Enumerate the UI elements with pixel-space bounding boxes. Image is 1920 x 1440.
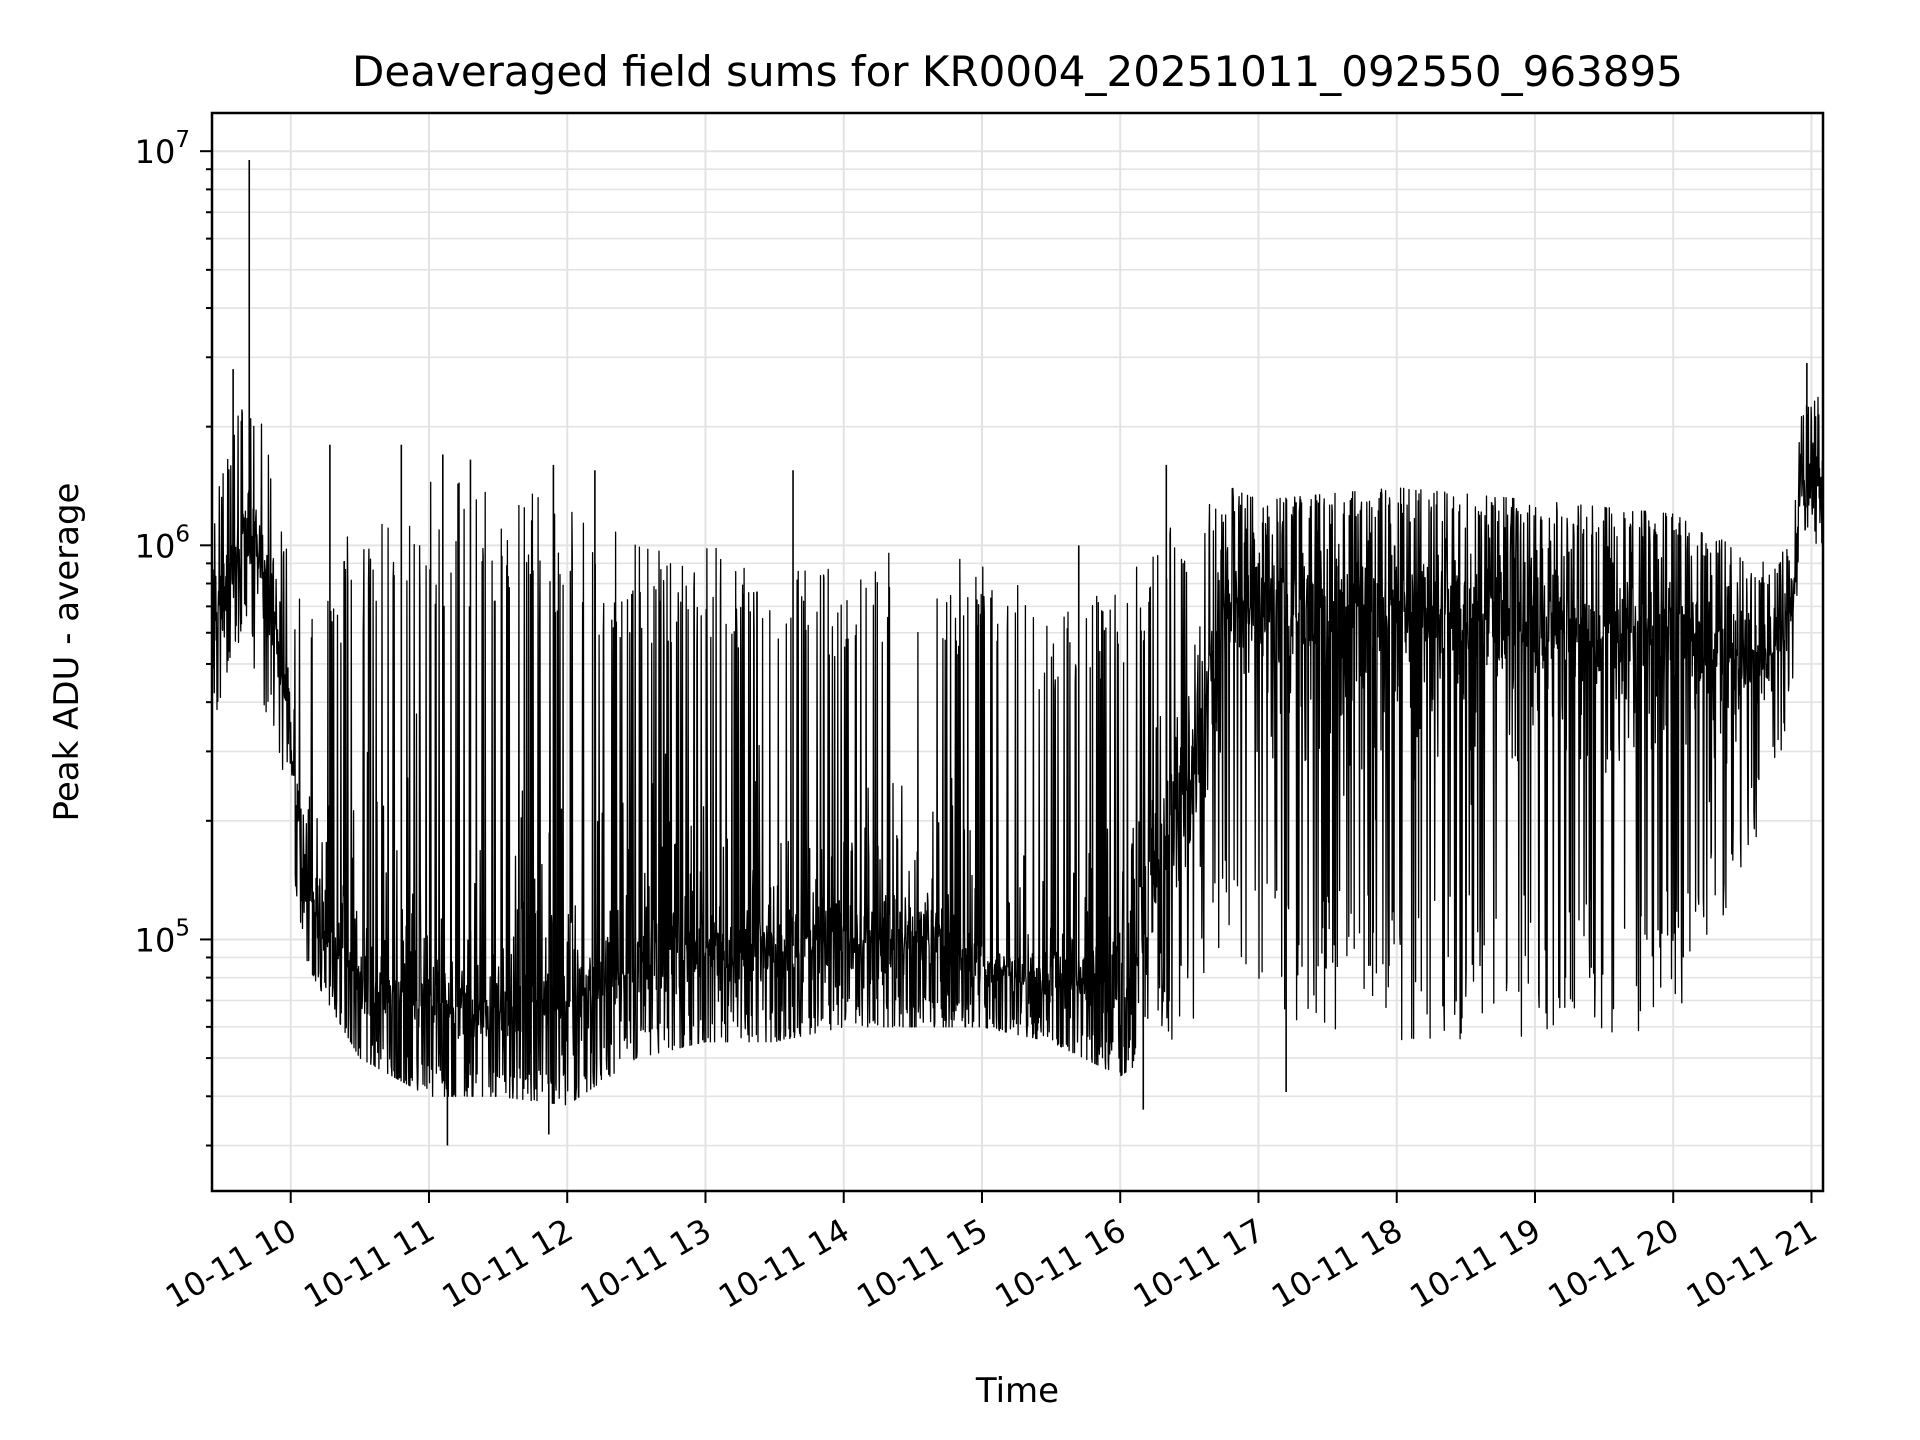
y-tick-label: 105 [135,915,190,959]
y-tick-label: 106 [135,521,190,565]
x-axis-label: Time [975,1371,1059,1411]
y-axis-label: Peak ADU - average [47,483,87,822]
series-line [211,159,1824,1146]
y-axis: 105 106 107 [135,127,212,1147]
series-trace [211,396,1824,1106]
chart-title: Deaveraged field sums for KR0004_2025101… [352,47,1683,96]
plot-frame [210,111,1825,1193]
y-tick-label: 107 [135,127,190,171]
